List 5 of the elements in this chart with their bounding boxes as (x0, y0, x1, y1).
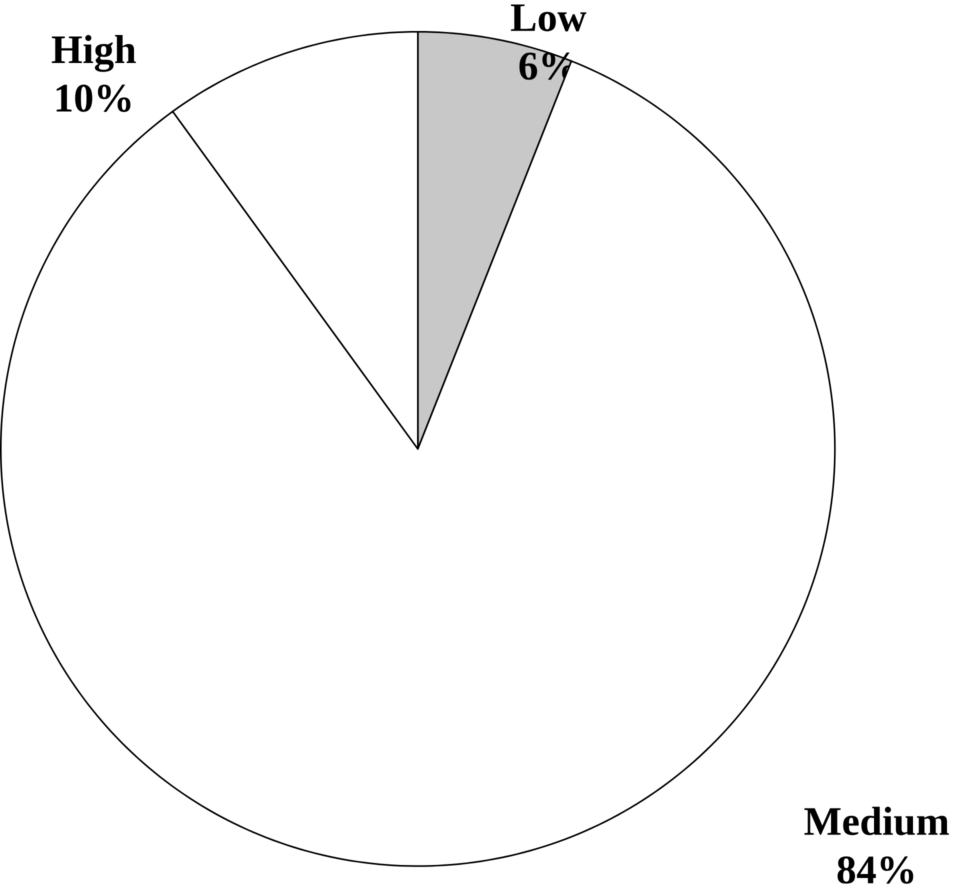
slice-label: High (52, 34, 136, 72)
data-label: 10% (56, 84, 130, 112)
slice-label: Medium (804, 806, 949, 836)
slice-label: Low (510, 4, 586, 32)
data-label: 84% (838, 856, 914, 884)
